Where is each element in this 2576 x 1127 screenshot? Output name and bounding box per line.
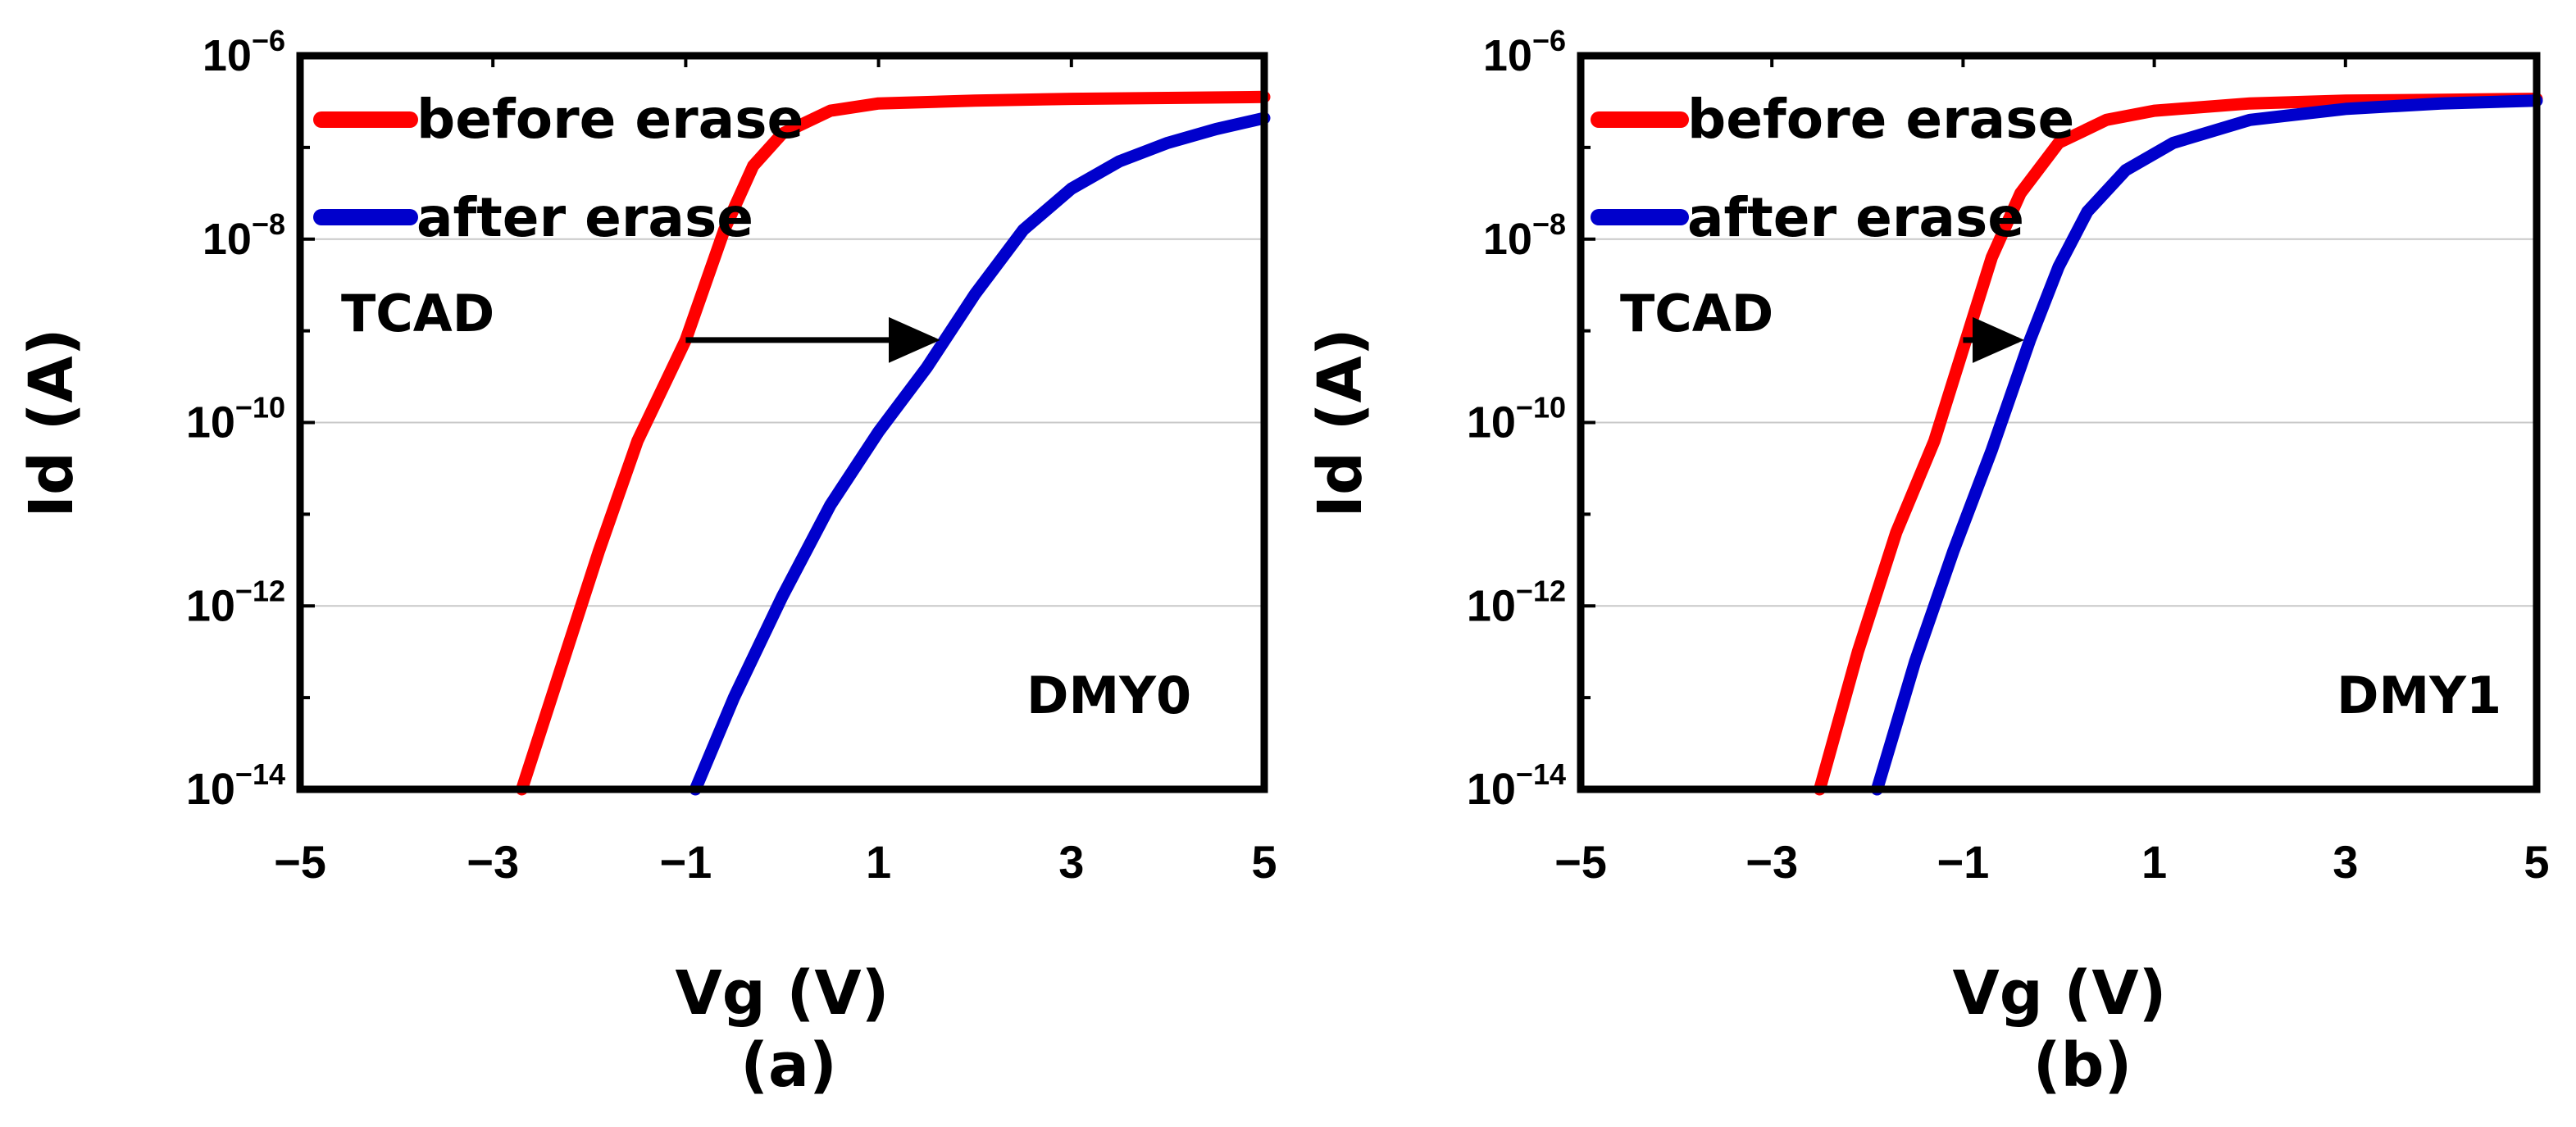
series-line-after-erase <box>689 111 1271 796</box>
annotation-tcad: TCAD <box>1620 284 1773 343</box>
legend-label-before-erase: before erase <box>416 88 803 151</box>
x-tick-label: 1 <box>866 836 891 888</box>
y-tick-base: 10 <box>186 765 235 814</box>
y-tick-base: 10 <box>203 215 252 264</box>
y-tick-exponent: −8 <box>1532 207 1566 241</box>
y-gridlines <box>1581 238 2537 607</box>
y-tick-label: 10−6 <box>203 24 285 80</box>
data-series <box>516 90 1271 796</box>
y-tick-exponent: −8 <box>252 207 285 241</box>
panel-caption: (a) <box>740 1030 837 1101</box>
x-tick-label: −3 <box>467 836 519 888</box>
y-tick-base: 10 <box>1483 215 1532 264</box>
y-tick-exponent: −6 <box>252 24 285 57</box>
annotation-device: DMY1 <box>2337 666 2501 725</box>
annotation-tcad: TCAD <box>341 284 494 343</box>
y-tick-base: 10 <box>186 398 235 448</box>
x-tick-label: 5 <box>2524 836 2549 888</box>
plot-frame <box>296 52 1268 793</box>
y-tick-base: 10 <box>203 31 252 80</box>
series-line-before-erase <box>516 90 1271 796</box>
x-tick-label: −3 <box>1745 836 1798 888</box>
y-tick-base: 10 <box>1467 765 1516 814</box>
series-line-before-erase <box>1814 93 2543 796</box>
y-tick-exponent: −10 <box>235 391 285 425</box>
legend: before erase after erase <box>313 88 803 249</box>
y-tick-exponent: −14 <box>1516 757 1566 791</box>
x-tick-label: −1 <box>659 836 712 888</box>
y-tick-label: 10−12 <box>186 574 285 630</box>
x-tick-label: −5 <box>1554 836 1607 888</box>
legend-label-before-erase: before erase <box>1687 88 2074 151</box>
y-tick-label: 10−10 <box>186 391 285 448</box>
x-tick-label: 1 <box>2141 836 2167 888</box>
x-tick-label: 3 <box>1058 836 1084 888</box>
legend-label-after-erase: after erase <box>1687 186 2024 249</box>
y-tick-exponent: −6 <box>1532 24 1566 57</box>
y-tick-base: 10 <box>1467 581 1516 630</box>
y-tick-exponent: −12 <box>235 574 285 607</box>
data-series <box>1814 93 2543 796</box>
y-tick-label: 10−8 <box>1483 207 1566 264</box>
plot-frame <box>1577 52 2541 793</box>
y-tick-label: 10−14 <box>1467 757 1566 814</box>
y-tick-label: 10−10 <box>1467 391 1566 448</box>
y-tick-exponent: −14 <box>235 757 285 791</box>
x-tick-label: 3 <box>2333 836 2358 888</box>
annotation-device: DMY0 <box>1026 666 1191 725</box>
x-tick-labels: −5 −3 −1 1 3 5 <box>1554 836 2550 888</box>
x-tick-label: −1 <box>1937 836 1989 888</box>
y-tick-label: 10−8 <box>203 207 285 264</box>
y-tick-exponent: −10 <box>1516 391 1566 425</box>
y-axis-label: Id (A) <box>1305 328 1376 517</box>
y-tick-label: 10−12 <box>1467 574 1566 630</box>
x-tick-labels: −5 −3 −1 1 3 5 <box>274 836 1277 888</box>
x-tick-label: 5 <box>1251 836 1277 888</box>
y-tick-base: 10 <box>1467 398 1516 448</box>
y-tick-base: 10 <box>186 581 235 630</box>
y-tick-label: 10−14 <box>186 757 285 814</box>
legend: before erase after erase <box>1591 88 2074 249</box>
series-line-after-erase <box>1871 94 2543 796</box>
y-axis-label: Id (A) <box>16 328 87 517</box>
panel-caption: (b) <box>2033 1030 2132 1101</box>
y-tick-label: 10−6 <box>1483 24 1566 80</box>
x-tick-label: −5 <box>274 836 326 888</box>
legend-label-after-erase: after erase <box>416 186 753 249</box>
y-tick-exponent: −12 <box>1516 574 1566 607</box>
y-tick-base: 10 <box>1483 31 1532 80</box>
x-axis-label: Vg (V) <box>1953 958 2167 1029</box>
x-axis-label: Vg (V) <box>676 958 890 1029</box>
